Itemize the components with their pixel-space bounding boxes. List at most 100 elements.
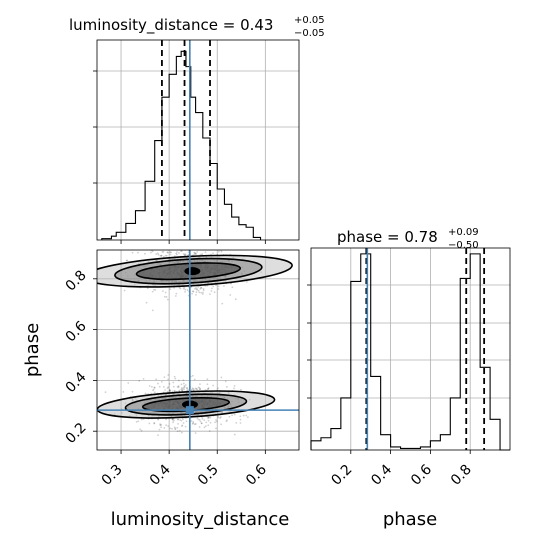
sample-point: [182, 418, 184, 421]
sample-point: [163, 427, 166, 429]
sample-point: [160, 424, 163, 426]
sample-point: [197, 386, 200, 389]
sample-point: [220, 423, 222, 426]
sample-point: [135, 420, 138, 423]
sample-point: [137, 251, 139, 254]
sample-point: [139, 428, 142, 431]
sample-point: [200, 291, 203, 294]
sample-point: [204, 425, 207, 428]
sample-point: [162, 251, 165, 253]
sample-point: [172, 385, 175, 388]
sample-point: [228, 415, 231, 418]
sample-point: [169, 288, 172, 291]
sample-point: [199, 383, 201, 386]
sample-point: [167, 386, 170, 389]
sample-point: [186, 289, 189, 291]
sample-point: [182, 379, 185, 382]
sample-point: [166, 251, 169, 254]
sample-point: [194, 432, 197, 434]
sample-point: [140, 429, 143, 432]
sample-point: [152, 388, 155, 391]
sample-point: [153, 391, 156, 394]
sample-point: [192, 290, 195, 293]
sample-point: [161, 250, 164, 253]
sample-point: [215, 419, 217, 421]
sample-point: [176, 385, 179, 388]
sample-point: [217, 416, 220, 419]
sample-point: [199, 388, 202, 390]
sample-point: [151, 385, 153, 388]
sample-point: [179, 419, 182, 421]
phase-title: phase = 0.78: [337, 228, 438, 246]
sample-point: [184, 384, 187, 386]
sample-point: [204, 251, 207, 253]
sample-point: [153, 288, 155, 291]
sample-point: [173, 286, 176, 289]
sample-point: [153, 386, 156, 389]
sample-point: [200, 286, 202, 289]
sample-point: [201, 293, 204, 295]
sample-point: [199, 287, 202, 290]
sample-point: [223, 285, 225, 287]
sample-point: [231, 414, 233, 417]
phase-histogram-panel: 0.2 0.4 0.6 0.8: [307, 247, 511, 489]
sample-point: [157, 382, 159, 385]
sample-point: [219, 417, 222, 419]
sample-point: [196, 288, 198, 290]
joint-density-panel: 0.3 0.4 0.5 0.60.20.40.60.8: [63, 249, 300, 489]
sample-point: [180, 431, 183, 434]
sample-point: [164, 291, 167, 294]
sample-point: [172, 421, 174, 424]
sample-point: [193, 251, 196, 254]
sample-point: [166, 298, 169, 301]
sample-point: [172, 419, 175, 422]
sample-point: [167, 425, 170, 427]
sample-point: [183, 388, 186, 391]
sample-point: [217, 288, 220, 290]
sample-point: [171, 390, 174, 393]
sample-point: [235, 421, 238, 424]
sample-point: [197, 286, 200, 288]
sample-point: [219, 416, 222, 418]
sample-point: [234, 298, 237, 301]
sample-point: [245, 281, 248, 283]
sample-point: [174, 295, 177, 297]
sample-point: [172, 381, 175, 384]
sample-point: [217, 387, 219, 390]
sample-point: [215, 284, 217, 287]
sample-point: [180, 387, 183, 389]
sample-point: [177, 379, 180, 382]
sample-point: [208, 293, 211, 296]
sample-point: [182, 422, 185, 424]
sample-point: [194, 252, 196, 255]
sample-point: [168, 382, 171, 385]
sample-point: [144, 392, 147, 395]
sample-point: [191, 374, 194, 377]
sample-point: [178, 429, 181, 432]
sample-point: [186, 387, 189, 390]
sample-point: [195, 291, 198, 294]
sample-point: [180, 419, 183, 422]
sample-point: [226, 419, 228, 422]
phase-title-minus: −0.50: [448, 240, 479, 251]
sample-point: [180, 383, 183, 386]
sample-point: [131, 390, 134, 393]
sample-point: [160, 254, 163, 257]
sample-point: [196, 388, 199, 391]
sample-point: [200, 422, 203, 425]
sample-point: [206, 378, 209, 381]
sample-point: [212, 285, 215, 288]
sample-point: [239, 415, 242, 418]
sample-point: [194, 252, 197, 255]
sample-point: [153, 422, 156, 425]
sample-point: [156, 252, 159, 255]
sample-point: [192, 420, 195, 423]
y-axis-label-phase: phase: [22, 323, 43, 377]
sample-point: [208, 430, 211, 432]
sample-point: [177, 422, 179, 425]
histogram-steps: [101, 50, 262, 240]
sample-point: [201, 417, 204, 420]
sample-point: [186, 389, 189, 392]
sample-point: [173, 389, 176, 392]
